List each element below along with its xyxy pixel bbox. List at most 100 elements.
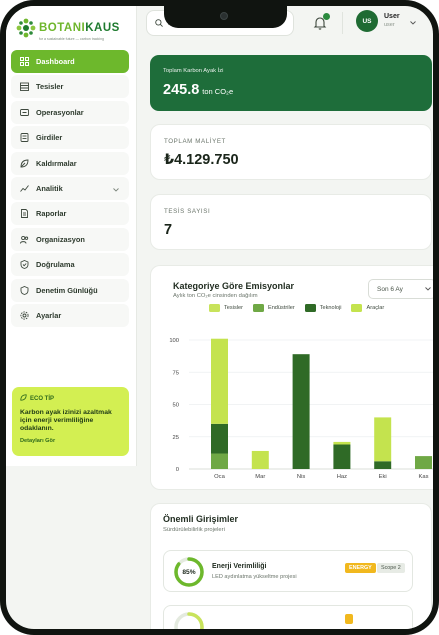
camera-notch [164, 6, 287, 28]
search-icon [155, 14, 163, 32]
y-tick-label: 50 [173, 403, 179, 409]
bar-segment [415, 456, 432, 469]
initiative-description: LED aydınlatma yükseltme projesi [212, 574, 297, 580]
bar-segment [374, 417, 392, 462]
legend-label: Teknoloji [319, 305, 342, 311]
avatar: US [356, 10, 378, 32]
y-tick-label: 100 [169, 338, 179, 344]
sidebar-item-girdiler[interactable]: Girdiler [11, 126, 129, 150]
legend-label: Araçlar [366, 305, 385, 311]
legend-item[interactable]: Araçlar [351, 304, 384, 312]
eco-tip-title: ECO TİP [30, 395, 55, 402]
eco-tip-header: ECO TİP [20, 394, 121, 403]
legend-label: Endüstriler [267, 305, 295, 311]
sidebar-item-label: Tesisler [36, 82, 64, 92]
chevron-down-icon [425, 286, 431, 293]
topbar-divider [342, 12, 343, 34]
sidebar-item-label: Analitik [36, 183, 63, 193]
total-cost-card: TOPLAM MALİYET ₺4.129.750 [150, 124, 432, 180]
bell-icon [311, 17, 329, 36]
sidebar-item-label: Girdiler [36, 133, 63, 143]
brand-logo[interactable]: BOTANIKAUS [16, 18, 120, 38]
carbon-footprint-card: Toplam Karbon Ayak İzi 245.8 ton CO₂e [150, 55, 432, 111]
leaf-logo-icon [16, 18, 36, 38]
bar-segment [292, 354, 310, 469]
x-tick-label: Eki [379, 474, 387, 480]
chart-subtitle: Aylık ton CO₂e cinsinden dağılım [173, 293, 258, 299]
legend-swatch [209, 304, 220, 312]
sidebar-item-organizasyon[interactable]: Organizasyon [11, 227, 129, 251]
notifications-button[interactable] [311, 13, 330, 32]
sidebar-item-label: Denetim Günlüğü [36, 285, 98, 295]
initiatives-title: Önemli Girişimler [163, 514, 239, 524]
legend-swatch [351, 304, 363, 312]
total-cost-label: TOPLAM MALİYET [164, 138, 226, 145]
bar-segment [211, 453, 228, 469]
shield-check-icon [20, 260, 29, 270]
leaf-icon [20, 159, 29, 168]
carbon-footprint-label: Toplam Karbon Ayak İzi [163, 68, 224, 74]
user-menu[interactable]: US User user [356, 10, 416, 32]
shield-icon [20, 285, 29, 295]
initiative-item[interactable]: 85% Enerji Verimliliği LED aydınlatma yü… [163, 550, 413, 592]
sidebar-item-dashboard[interactable]: Dashboard [11, 50, 129, 73]
leaf-icon [20, 394, 27, 403]
legend-item[interactable]: Tesisler [209, 304, 243, 312]
bar-segment [333, 441, 351, 445]
period-select[interactable]: Son 6 Ay [368, 279, 433, 299]
scope-badge: Scope 2 [377, 563, 405, 573]
progress-ring [174, 557, 204, 587]
sidebar: BOTANIKAUS for a sustainable future — ca… [6, 6, 137, 466]
facility-count-card: TESİS SAYISI 7 [150, 194, 432, 250]
sidebar-nav: Dashboard Tesisler Operasyonlar [11, 50, 129, 329]
chart-title: Kategoriye Göre Emisyonlar [173, 281, 295, 291]
sidebar-item-tesisler[interactable]: Tesisler [11, 75, 129, 99]
gears-icon [20, 108, 29, 117]
facility-count-value: 7 [164, 222, 173, 238]
x-tick-label: Kas [419, 474, 429, 480]
y-tick-label: 75 [173, 370, 179, 376]
y-tick-label: 25 [173, 435, 179, 441]
initiative-item[interactable] [163, 605, 413, 629]
sidebar-item-label: Dashboard [36, 57, 75, 66]
carbon-unit: ton CO₂e [202, 87, 234, 96]
sidebar-item-label: Operasyonlar [36, 107, 84, 117]
document-icon [20, 209, 29, 219]
sidebar-item-ayarlar[interactable]: Ayarlar [11, 303, 129, 327]
brand-tagline: for a sustainable future — carbon tracki… [39, 37, 104, 41]
brand-name: BOTANIKAUS [39, 22, 120, 34]
legend-swatch [304, 304, 316, 312]
sidebar-item-analitik[interactable]: Analitik [11, 176, 129, 200]
x-tick-label: Nis [297, 474, 305, 480]
eco-tip-details-link[interactable]: Detayları Gör [20, 437, 56, 444]
x-tick-label: Haz [337, 474, 347, 480]
chart-icon [20, 184, 29, 193]
chevron-down-icon [113, 185, 119, 194]
sidebar-item-label: Organizasyon [36, 234, 85, 244]
x-tick-label: Mar [255, 474, 265, 480]
bar-segment [251, 450, 269, 469]
initiatives-subtitle: Sürdürülebilirlik projeleri [163, 527, 225, 533]
category-badge [345, 614, 353, 624]
sidebar-item-kaldirmalar[interactable]: Kaldırmalar [11, 151, 129, 175]
bar-segment [333, 444, 351, 469]
legend-item[interactable]: Endüstriler [252, 304, 295, 312]
notification-dot [323, 13, 330, 20]
sidebar-item-raporlar[interactable]: Raporlar [11, 202, 129, 226]
emissions-bar-chart: 0 25 50 75 100 Oca Mar Nis Haz Eki Kas [169, 338, 433, 480]
sidebar-item-label: Ayarlar [36, 310, 62, 320]
users-icon [20, 235, 29, 244]
legend-item[interactable]: Teknoloji [304, 304, 342, 312]
legend-swatch [252, 304, 264, 312]
building-icon [20, 82, 29, 92]
progress-percent: 85% [182, 568, 196, 576]
user-info: User user [384, 12, 400, 30]
sidebar-item-operasyonlar[interactable]: Operasyonlar [11, 100, 129, 124]
sidebar-item-dogrulama[interactable]: Doğrulama [11, 253, 129, 277]
chart-legend: Tesisler Endüstriler Teknoloji Araçlar [209, 304, 384, 312]
user-name: User [384, 13, 400, 20]
legend-label: Tesisler [224, 305, 243, 311]
facility-count-label: TESİS SAYISI [164, 208, 211, 215]
sidebar-item-denetim-gunlugu[interactable]: Denetim Günlüğü [11, 278, 129, 302]
